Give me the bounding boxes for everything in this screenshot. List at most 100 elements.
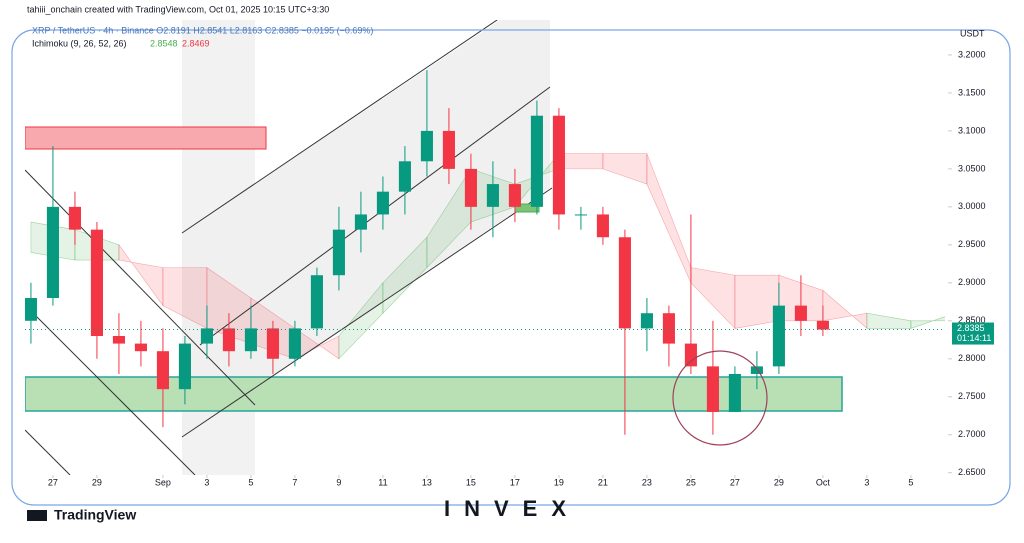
channel-line [25, 429, 71, 475]
candle-body [376, 191, 389, 215]
candle-body [310, 275, 323, 329]
candle-body [486, 184, 499, 207]
x-tick-label: 3 [204, 477, 209, 487]
candle-body [640, 313, 653, 329]
x-tick-label: 29 [92, 477, 102, 487]
candle-body [794, 305, 807, 321]
candle-body [706, 366, 719, 412]
cloud-segment [118, 243, 164, 307]
logo: TradingView [54, 507, 136, 523]
candle-body [25, 298, 37, 321]
x-tick-label: 5 [248, 477, 253, 487]
plot-area [25, 20, 945, 475]
symbol-legend: XRP / TetherUS · 4h · Binance O2.8191 H2… [32, 25, 373, 35]
candle-body [442, 130, 455, 169]
y-tick-label: 2.8500 [958, 315, 986, 325]
candle-body [266, 328, 279, 359]
y-tick-label: 3.1000 [958, 125, 986, 135]
candle-body [728, 373, 741, 412]
candle-body [178, 343, 191, 390]
candle-body [574, 214, 587, 216]
indicator-value: 2.8469 [182, 38, 210, 48]
cloud-segment [734, 274, 780, 329]
x-tick-label: 7 [292, 477, 297, 487]
x-tick-label: 29 [774, 477, 784, 487]
candle-body [618, 237, 631, 329]
candle-body [46, 206, 59, 299]
watermark: INVEX [444, 496, 580, 521]
candle-body [354, 214, 367, 230]
y-tick-label: 2.6500 [958, 467, 986, 477]
candle-body [244, 328, 257, 352]
candle-body [464, 168, 477, 207]
supply-zone [25, 126, 267, 150]
y-tick-label: 3.0500 [958, 163, 986, 173]
credit: tahiii_onchain created with TradingView.… [27, 4, 329, 14]
last-price-label: 2.8385 [957, 323, 985, 333]
candle-body [200, 328, 213, 344]
channel-line [199, 86, 551, 346]
x-tick-label: 19 [554, 477, 564, 487]
candle-body [134, 343, 147, 352]
candle-body [552, 115, 565, 215]
candle-body [530, 115, 543, 207]
candle-body [332, 229, 345, 276]
y-tick-label: 2.9000 [958, 277, 986, 287]
y-tick-label: 2.7000 [958, 429, 986, 439]
countdown: 01:14:11 [957, 333, 991, 343]
channel-line [181, 20, 498, 234]
x-tick-label: 25 [686, 477, 696, 487]
candle-body [816, 320, 829, 330]
candle-body [772, 305, 785, 367]
y-tick-label: 3.0000 [958, 201, 986, 211]
logo-mark [27, 510, 47, 521]
x-tick-label: 27 [48, 477, 58, 487]
candle-body [398, 161, 411, 192]
indicator-legend: Ichimoku (9, 26, 52, 26) [32, 38, 127, 48]
candles [25, 70, 829, 435]
channel-line [25, 304, 196, 475]
candle-body [156, 351, 169, 390]
x-tick-label: 17 [510, 477, 520, 487]
x-tick-label: 15 [466, 477, 476, 487]
currency: USDT [960, 28, 985, 38]
last-price-badge [952, 322, 994, 345]
frame [11, 29, 1011, 506]
x-tick-label: 3 [864, 477, 869, 487]
cloud-segment [602, 153, 648, 185]
candle-body [420, 130, 433, 162]
y-tick-label: 3.2000 [958, 49, 986, 59]
x-tick-label: 21 [598, 477, 608, 487]
x-tick-label: Oct [816, 477, 831, 487]
candle-body [750, 366, 763, 374]
y-tick-label: 2.7500 [958, 391, 986, 401]
x-tick-label: 11 [378, 477, 387, 487]
candle-body [90, 229, 103, 336]
demand-zone [25, 376, 843, 412]
candle-body [684, 343, 697, 367]
x-tick-label: 9 [336, 477, 341, 487]
candle-body [112, 335, 125, 344]
cloud-segment [206, 267, 252, 345]
y-tick-label: 2.9500 [958, 239, 986, 249]
channel-line [25, 169, 256, 406]
candle-body [222, 328, 235, 352]
candle-body [68, 206, 81, 230]
x-tick-label: 27 [730, 477, 740, 487]
x-tick-label: 5 [908, 477, 913, 487]
x-tick-label: 23 [642, 477, 652, 487]
indicator-value: 2.8548 [150, 38, 178, 48]
cloud-segment [558, 153, 604, 170]
cloud-segment [162, 267, 208, 329]
candle-body [508, 184, 521, 207]
x-tick-label: 13 [422, 477, 432, 487]
channel-line [181, 187, 553, 438]
x-tick-label: Sep [155, 477, 171, 487]
candle-body [288, 328, 301, 359]
y-tick-label: 3.1500 [958, 87, 986, 97]
y-tick-label: 2.8000 [958, 353, 986, 363]
highlight-circle [672, 350, 768, 446]
candle-body [596, 214, 609, 238]
candle-body [662, 313, 675, 344]
